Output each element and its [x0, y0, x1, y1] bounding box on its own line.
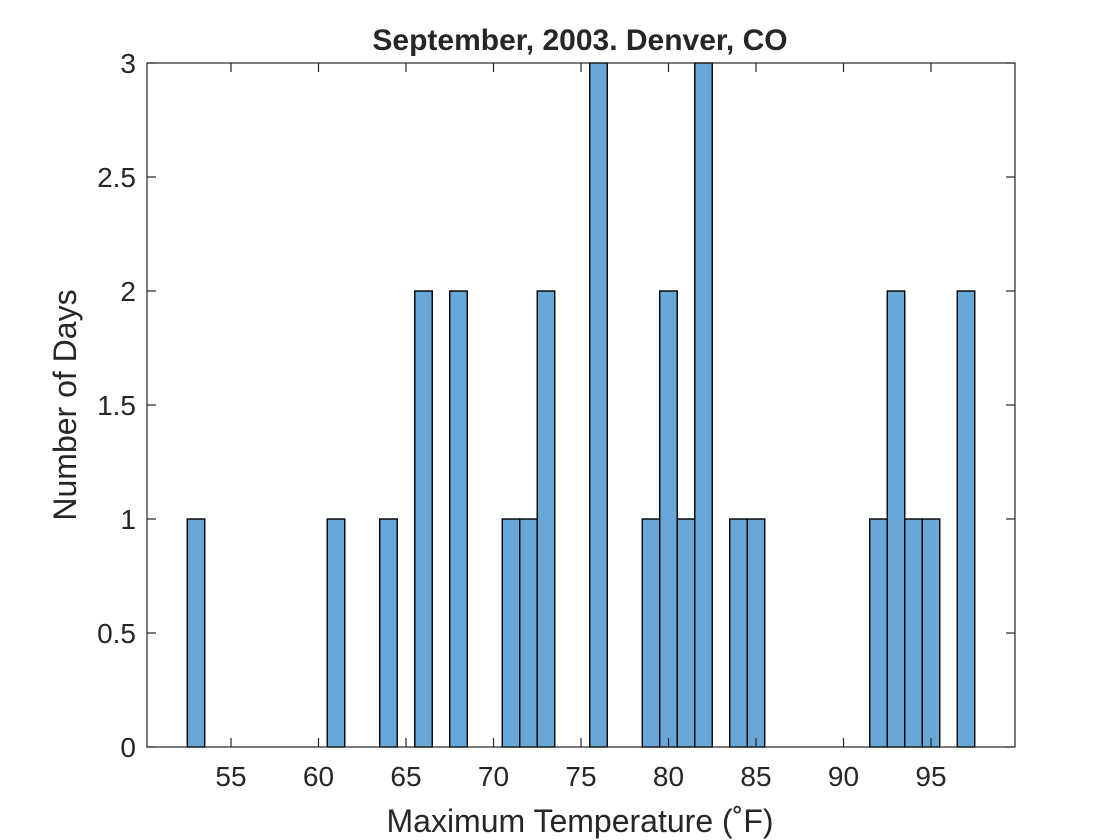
- x-tick-label: 65: [390, 761, 421, 792]
- x-axis-ticks: 55 60 65 70 75 80 85 90 95: [215, 63, 947, 792]
- y-tick-label: 1: [120, 504, 136, 535]
- y-tick-label: 0: [120, 732, 136, 763]
- x-tick-label: 70: [478, 761, 509, 792]
- y-tick-label: 0.5: [97, 618, 136, 649]
- x-tick-label: 80: [653, 761, 684, 792]
- x-tick-label: 55: [215, 761, 246, 792]
- bar-71: [501, 518, 521, 748]
- bars-group: [186, 62, 976, 748]
- x-tick-label: 95: [915, 761, 946, 792]
- x-tick-label: 75: [565, 761, 596, 792]
- bar-80: [659, 290, 678, 748]
- bar-73: [536, 290, 556, 748]
- bar-66: [414, 290, 433, 748]
- bar-61: [326, 518, 346, 748]
- bar-76: [589, 62, 608, 748]
- bar-81: [676, 518, 696, 748]
- bar-64: [379, 518, 398, 748]
- bar-97: [956, 290, 976, 748]
- bar-84: [729, 518, 748, 748]
- y-axis-ticks: 0 0.5 1 1.5 2 2.5 3: [97, 48, 1015, 763]
- bar-79: [641, 518, 661, 748]
- bar-94: [904, 518, 923, 748]
- bar-93: [886, 290, 906, 748]
- bar-72: [519, 518, 538, 748]
- x-tick-label: 90: [828, 761, 859, 792]
- bar-85: [746, 518, 766, 748]
- bar-92: [869, 518, 888, 748]
- bar-68: [449, 290, 468, 748]
- y-axis-label: Number of Days: [47, 289, 83, 520]
- y-tick-label: 2: [120, 276, 136, 307]
- bar-95: [921, 518, 941, 748]
- x-tick-label: 60: [303, 761, 334, 792]
- x-axis-label: Maximum Temperature (˚F): [386, 803, 773, 839]
- bar-82: [694, 62, 713, 748]
- y-tick-label: 1.5: [97, 390, 136, 421]
- y-tick-label: 3: [120, 48, 136, 79]
- x-tick-label: 85: [740, 761, 771, 792]
- y-tick-label: 2.5: [97, 162, 136, 193]
- chart-title: September, 2003. Denver, CO: [372, 24, 787, 57]
- bar-53: [186, 518, 206, 748]
